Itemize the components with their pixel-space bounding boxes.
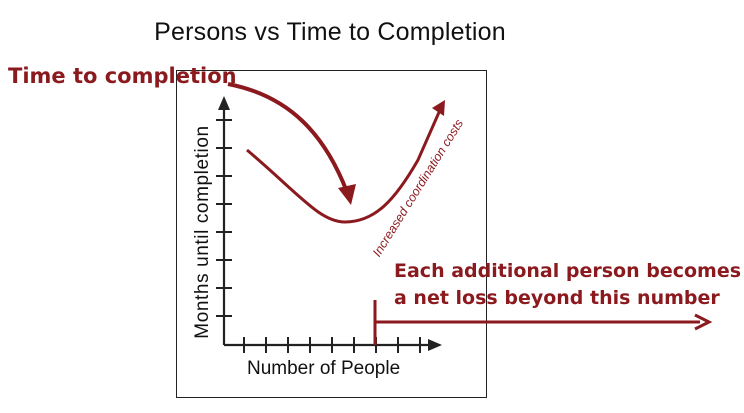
x-axis-ticks	[243, 337, 421, 353]
diagram-frame	[176, 70, 487, 398]
time-to-completion-arrowhead	[338, 184, 356, 205]
x-axis-arrowhead	[428, 339, 442, 351]
completion-time-curve	[246, 109, 442, 224]
net-loss-arrowhead	[694, 313, 713, 331]
x-axis-label: Number of People	[247, 358, 401, 379]
y-axis-arrowhead	[218, 96, 230, 110]
y-axis-label: Months until completion	[192, 125, 213, 339]
net-loss-line-1: Each additional person becomes	[394, 260, 742, 282]
y-axis	[216, 96, 232, 345]
time-to-completion-label: Time to completion	[8, 64, 237, 88]
diagram-title: Persons vs Time to Completion	[154, 18, 506, 46]
x-axis	[224, 337, 442, 353]
curve-arrowhead	[432, 100, 445, 116]
time-to-completion-arrow	[227, 82, 349, 193]
y-axis-ticks	[216, 119, 232, 317]
net-loss-callout: Each additional person becomes a net los…	[394, 258, 741, 312]
net-loss-line-2: a net loss beyond this number	[394, 287, 720, 309]
